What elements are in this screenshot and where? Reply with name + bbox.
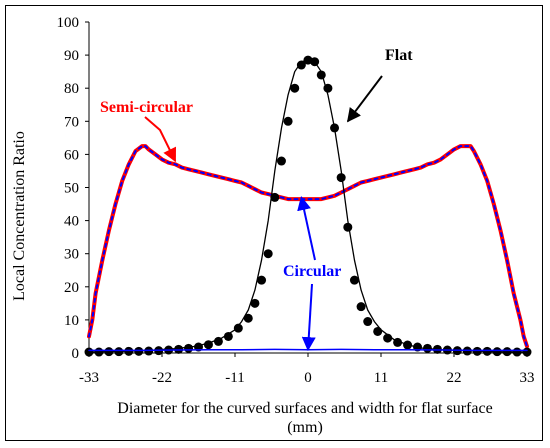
annotation-semi-circular-arrow: [144, 116, 177, 163]
annotation-circular-label: Circular: [283, 263, 341, 280]
x-tick-label: -33: [79, 370, 99, 386]
series-flat-measured-point: [316, 70, 326, 80]
series-flat-measured-point: [373, 326, 383, 336]
series-flat-measured-point: [522, 347, 532, 357]
annotation-circular-flux-arrow: [301, 283, 316, 352]
y-tick-label: 40: [64, 214, 79, 230]
y-tick-label: 80: [64, 81, 79, 97]
x-tick-label: -11: [225, 370, 244, 386]
y-tick-label: 60: [64, 147, 79, 163]
series-flat-measured-point: [184, 343, 194, 353]
y-axis-label: Local Concentration Ratio: [11, 131, 28, 301]
series-flat-measured-point: [233, 323, 243, 333]
annotation-flat-arrow: [346, 75, 383, 123]
series-flat-measured-point: [250, 298, 260, 308]
annotations: Semi-circular Flat Circular: [100, 47, 413, 352]
y-tick-label: 70: [64, 114, 79, 130]
x-tick-label: 11: [374, 370, 388, 386]
x-tick-label: 22: [447, 370, 462, 386]
series-flat-measured-point: [223, 331, 233, 341]
series-flat-measured-point: [393, 337, 403, 347]
series-flat-measured-point: [336, 173, 346, 183]
annotation-flat-label: Flat: [385, 47, 413, 64]
series-flat-measured-point: [492, 347, 502, 357]
series-flat-measured-point: [482, 346, 492, 356]
series-flat-measured-point: [422, 343, 432, 353]
series-flat-measured-point: [310, 57, 320, 67]
y-tick-label: 90: [64, 48, 79, 64]
series-flat-measured-point: [263, 249, 273, 259]
series-flat-measured-point: [323, 83, 333, 93]
x-tick-label: 0: [304, 370, 312, 386]
x-tick-label: 33: [520, 370, 535, 386]
y-tick-label: 100: [57, 15, 80, 31]
y-tick-label: 30: [64, 247, 79, 263]
series-flat-measured-point: [290, 83, 300, 93]
series-flat-measured-point: [124, 346, 134, 356]
series-flat-measured-point: [104, 347, 114, 357]
series-circular-line: [88, 145, 528, 348]
series-flat-measured-point: [283, 116, 293, 126]
series-flat-measured-point: [94, 347, 104, 357]
series-flat-measured-point: [512, 347, 522, 357]
series-flat-measured-point: [502, 347, 512, 357]
series-flat-measured-point: [383, 333, 393, 343]
series-semi-circular-line: [87, 144, 529, 349]
series-flat-measured-point: [343, 222, 353, 232]
chart-frame: [5, 5, 543, 441]
series-flat-measured-point: [203, 340, 213, 350]
x-tick-label: -22: [152, 370, 172, 386]
plot-axes: [85, 21, 528, 357]
series-flat-measured-point: [213, 336, 223, 346]
series-flat-measured-point: [330, 123, 340, 133]
series-flat-measured-point: [270, 192, 280, 202]
series-flat-measured-point: [114, 347, 124, 357]
series-flat-measured-point: [472, 346, 482, 356]
x-axis-unit-label: (mm): [287, 419, 323, 436]
y-tick-label: 10: [64, 313, 79, 329]
tick-labels: 0 10 20 30 40 50 60 70 80 90 100 -33 -22 -11 0 11 22 33: [57, 15, 535, 386]
series-flat-measured-point: [257, 275, 267, 285]
series-flat-measured-point: [296, 60, 306, 70]
y-tick-label: 20: [64, 280, 79, 296]
series-flat-measured-point: [134, 346, 144, 356]
series-flat-measured-point: [84, 347, 94, 357]
series-flat-measured-point: [276, 156, 286, 166]
series-flat-measured-point: [243, 313, 253, 323]
annotation-circular-arrow: [297, 196, 316, 261]
series-flat-measured-point: [356, 302, 366, 312]
y-tick-label: 50: [64, 181, 79, 197]
series-flat-measured-point: [363, 317, 373, 327]
series-flat-measured-point: [349, 275, 359, 285]
series-flat-measured-point: [403, 340, 413, 350]
y-tick-label: 0: [72, 346, 80, 362]
annotation-semi-circular-label: Semi-circular: [100, 99, 193, 116]
x-axis-label: Diameter for the curved surfaces and wid…: [117, 400, 492, 417]
